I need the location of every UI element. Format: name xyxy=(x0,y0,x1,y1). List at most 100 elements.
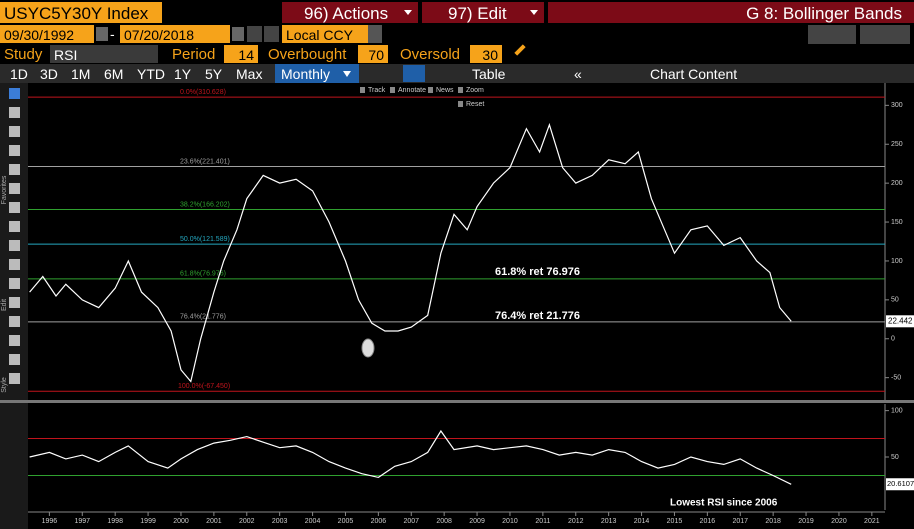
x-tick-label: 1998 xyxy=(107,518,123,525)
rsi-line xyxy=(29,429,792,485)
tool-icon[interactable] xyxy=(458,87,463,93)
study-label: Study xyxy=(4,46,43,63)
tool-icon[interactable] xyxy=(9,202,20,213)
x-tick-label: 2011 xyxy=(535,518,550,525)
function-title: G 8: Bollinger Bands xyxy=(548,2,914,23)
y-tick-label: -50 xyxy=(891,375,901,382)
calendar-icon[interactable] xyxy=(96,27,108,41)
tool-icon[interactable] xyxy=(9,183,20,194)
x-tick-label: 2018 xyxy=(765,518,781,525)
fib-label: 76.4%(21.776) xyxy=(180,314,226,321)
range-button[interactable]: 5Y xyxy=(205,66,223,82)
range-bar: Monthly Table « Chart Content 1D 3D 1M 6M YT… xyxy=(0,64,914,83)
table-button[interactable]: Table xyxy=(472,66,506,82)
prev-button[interactable] xyxy=(247,26,262,42)
x-tick-label: 2021 xyxy=(864,518,880,525)
chart-tool[interactable]: Reset xyxy=(466,101,484,108)
overbought[interactable]: 70 xyxy=(358,45,388,63)
x-tick-label: 2016 xyxy=(700,518,716,525)
fib-label: 50.0%(121.589) xyxy=(180,236,230,243)
dropdown-arrow xyxy=(530,10,538,19)
date-bar: 09/30/1992 - 07/20/2018 Local CCY xyxy=(0,24,914,44)
tool-icon[interactable] xyxy=(9,373,20,384)
pencil-icon[interactable] xyxy=(514,44,526,56)
y-tick-label: 250 xyxy=(891,141,903,148)
tool-icon[interactable] xyxy=(9,145,20,156)
chart-tool[interactable]: Zoom xyxy=(466,87,484,94)
tool-icon[interactable] xyxy=(9,164,20,175)
tool-icon[interactable] xyxy=(458,101,463,107)
tool-icon[interactable] xyxy=(9,297,20,308)
tool-icon[interactable] xyxy=(9,335,20,346)
actions-menu[interactable]: 96) Actions xyxy=(282,2,418,23)
fib-label: 23.6%(221.401) xyxy=(180,158,230,165)
highlight-circle xyxy=(361,338,375,358)
tool-icon[interactable] xyxy=(9,354,20,365)
edit-menu[interactable]: 97) Edit xyxy=(422,2,544,23)
y-tick-label: 150 xyxy=(891,219,903,226)
oversold[interactable]: 30 xyxy=(470,45,502,63)
chart-tool[interactable]: News xyxy=(436,87,454,94)
range-button[interactable]: 3D xyxy=(40,66,58,82)
x-tick-label: 1996 xyxy=(42,518,58,525)
chart-content-button[interactable]: Chart Content xyxy=(650,66,738,82)
y-tick-label: 50 xyxy=(891,297,899,304)
chart-area: FavoritesEditStyle300250200150100500-500… xyxy=(0,83,914,529)
tool-icon[interactable] xyxy=(9,259,20,270)
end-date[interactable]: 07/20/2018 xyxy=(120,25,230,43)
annotation: 76.4% ret 21.776 xyxy=(495,310,580,322)
calendar-icon[interactable] xyxy=(232,27,244,41)
x-tick-label: 2017 xyxy=(732,518,748,525)
tool-icon[interactable] xyxy=(9,278,20,289)
period[interactable]: 14 xyxy=(224,45,258,63)
redo-button[interactable] xyxy=(860,25,910,44)
annotation: 61.8% ret 76.976 xyxy=(495,266,580,278)
range-button[interactable]: Max xyxy=(236,66,263,82)
x-tick-label: 2000 xyxy=(173,518,189,525)
fib-label: 100.0%(-67.450) xyxy=(178,383,230,390)
tool-icon[interactable] xyxy=(360,87,365,93)
range-button[interactable]: 6M xyxy=(104,66,124,82)
range-button[interactable]: 1Y xyxy=(174,66,192,82)
start-date[interactable]: 09/30/1992 xyxy=(0,25,94,43)
date-dash: - xyxy=(110,26,115,42)
side-label: Edit xyxy=(1,299,8,311)
dropdown-arrow xyxy=(404,10,412,19)
tool-icon[interactable] xyxy=(428,87,433,93)
last-value-label: 20.6107 xyxy=(887,479,914,488)
tool-icon[interactable] xyxy=(9,88,20,99)
y-tick-label: 300 xyxy=(891,102,903,109)
x-tick-label: 2007 xyxy=(403,518,419,525)
tool-icon[interactable] xyxy=(9,240,20,251)
chart-tool[interactable]: Track xyxy=(368,87,386,94)
currency-dropdown[interactable] xyxy=(368,25,382,43)
y-tick-label: 100 xyxy=(891,407,903,414)
period-label: Period xyxy=(172,46,216,63)
range-button[interactable]: 1M xyxy=(71,66,91,82)
currency[interactable]: Local CCY xyxy=(282,25,368,43)
collapse-button[interactable]: « xyxy=(574,66,582,82)
tool-icon[interactable] xyxy=(9,221,20,232)
chart-tool[interactable]: Annotate xyxy=(398,87,426,94)
price-line xyxy=(29,122,792,383)
study-name[interactable]: RSI xyxy=(50,45,158,63)
oversold-label: Oversold xyxy=(400,46,461,63)
x-tick-label: 2003 xyxy=(272,518,288,525)
next-button[interactable] xyxy=(264,26,279,42)
tool-icon[interactable] xyxy=(9,107,20,118)
x-tick-label: 2020 xyxy=(831,518,847,525)
ticker[interactable]: USYC5Y30Y Index xyxy=(0,2,162,23)
x-tick-label: 2010 xyxy=(502,518,518,525)
side-label: Style xyxy=(1,377,8,393)
range-button[interactable]: 1D xyxy=(10,66,28,82)
x-tick-label: 2002 xyxy=(239,518,255,525)
frequency[interactable]: Monthly xyxy=(275,64,359,83)
tool-icon[interactable] xyxy=(9,126,20,137)
x-tick-label: 2015 xyxy=(667,518,683,525)
chart-type-button[interactable] xyxy=(403,65,425,82)
undo-button[interactable] xyxy=(808,25,856,44)
tool-icon[interactable] xyxy=(390,87,395,93)
tool-icon[interactable] xyxy=(9,316,20,327)
range-button[interactable]: YTD xyxy=(137,66,165,82)
